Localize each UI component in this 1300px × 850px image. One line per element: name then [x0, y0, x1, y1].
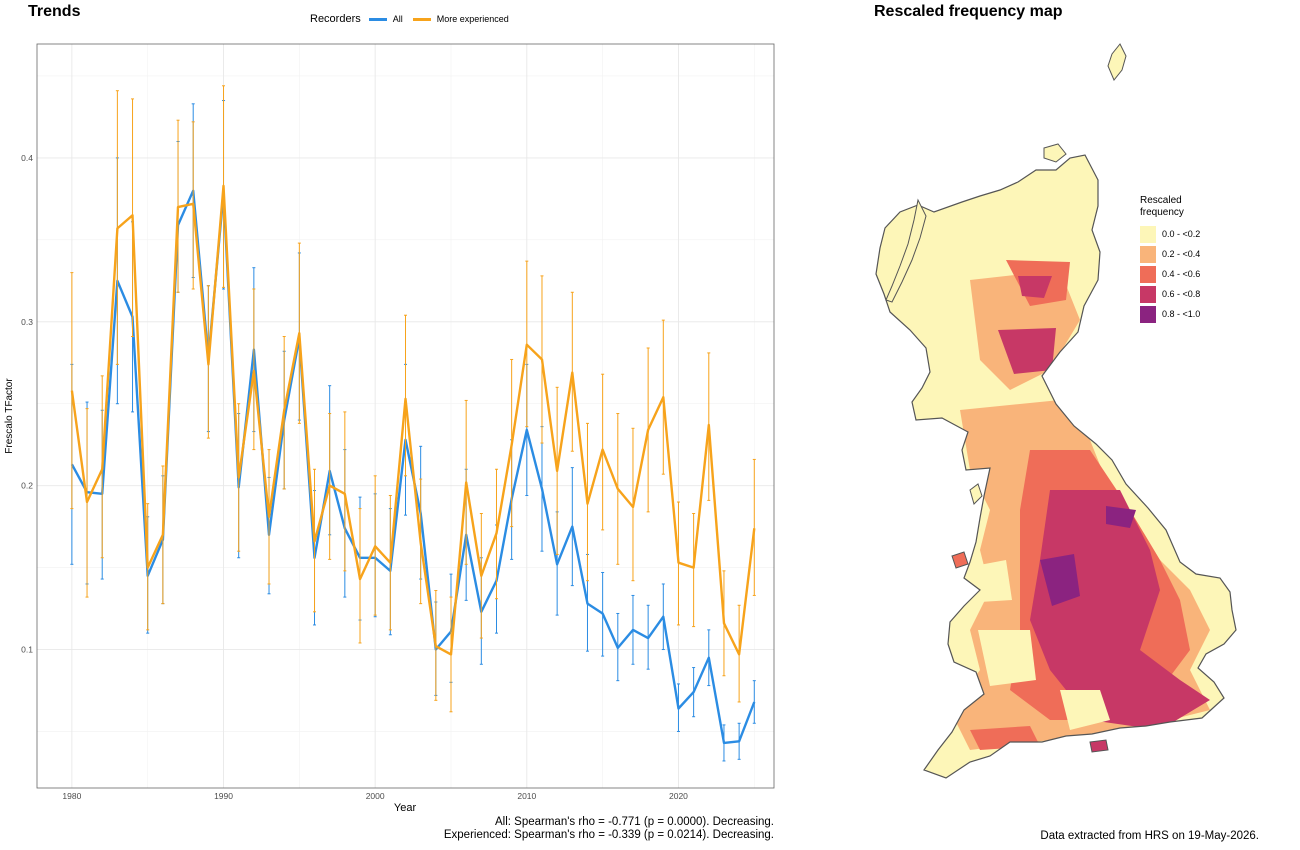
series-layer	[70, 85, 756, 762]
map-legend-row: 0.2 - <0.4	[1140, 244, 1200, 264]
map-legend-row: 0.4 - <0.6	[1140, 264, 1200, 284]
x-tick-label: 2020	[669, 791, 688, 801]
x-tick-label: 1990	[214, 791, 233, 801]
map-title: Rescaled frequency map	[874, 3, 1063, 20]
map-legend-label: 0.2 - <0.4	[1162, 249, 1201, 259]
error-bar-experienced	[692, 513, 696, 628]
spearman-stats: All: Spearman's rho = -0.771 (p = 0.0000…	[444, 816, 774, 842]
y-tick-label: 0.4	[21, 153, 33, 163]
map-legend-label: 0.6 - <0.8	[1162, 289, 1201, 299]
x-tick-label: 2000	[366, 791, 385, 801]
map-isle-of-wight	[1089, 739, 1109, 753]
legend-title: Recorders	[310, 13, 361, 25]
error-bar-experienced	[343, 411, 347, 572]
map-legend-swatch	[1140, 225, 1156, 243]
map-legend-row: 0.6 - <0.8	[1140, 284, 1200, 304]
map-legend-label: 0.8 - <1.0	[1162, 309, 1201, 319]
legend-label-experienced: More experienced	[436, 14, 509, 24]
series-experienced	[70, 85, 756, 713]
map-orkney	[1043, 143, 1067, 163]
y-tick-label: 0.1	[21, 645, 33, 655]
x-axis-title: Year	[394, 802, 417, 814]
error-bar-experienced	[752, 458, 756, 596]
error-bar-experienced	[70, 272, 74, 510]
map-legend-title: Rescaled frequency	[1140, 195, 1200, 219]
series-line-experienced	[70, 184, 756, 656]
map-legend-label: 0.4 - <0.6	[1162, 269, 1201, 279]
legend-item-experienced: More experienced	[412, 14, 509, 24]
x-tick-label: 1980	[62, 791, 81, 801]
map-legend-swatch	[1140, 285, 1156, 303]
series-legend: Recorders All More experienced	[310, 13, 519, 25]
data-source-note: Data extracted from HRS on 19-May-2026.	[1040, 830, 1259, 842]
map-shetland	[1107, 43, 1127, 81]
map-legend-title-line1: Rescaled	[1140, 195, 1182, 206]
error-bar-all	[752, 680, 756, 724]
map-legend-title-line2: frequency	[1140, 207, 1184, 218]
trends-title: Trends	[28, 3, 81, 20]
map-legend-swatch	[1140, 305, 1156, 323]
series-all	[70, 100, 756, 762]
stats-all: All: Spearman's rho = -0.771 (p = 0.0000…	[495, 816, 774, 828]
map-outer-hebrides	[885, 198, 927, 303]
legend-swatch-experienced	[412, 17, 431, 21]
error-bar-experienced	[252, 288, 256, 451]
map-legend-row: 0.0 - <0.2	[1140, 224, 1200, 244]
stats-experienced: Experienced: Spearman's rho = -0.339 (p …	[443, 829, 774, 841]
map-coastline	[875, 154, 1237, 779]
error-bar-experienced	[404, 314, 407, 477]
y-tick-label: 0.3	[21, 317, 33, 327]
legend-label-all: All	[392, 14, 403, 24]
y-tick-label: 0.2	[21, 481, 33, 491]
panel-border	[36, 43, 775, 789]
legend-swatch-all	[368, 17, 387, 21]
map-anglesey	[951, 551, 969, 569]
y-axis-title: Frescalo TFactor	[4, 378, 15, 454]
uk-frequency-map	[875, 43, 1237, 779]
map-legend-swatch	[1140, 265, 1156, 283]
trend-chart: 0.1 0.2 0.3 0.4 1980 1990 2000 2010 2020 Year Fr…	[4, 43, 775, 814]
map-legend-swatch	[1140, 245, 1156, 263]
map-legend: Rescaled frequency 0.0 - <0.2 0.2 - <0.4…	[1140, 195, 1200, 324]
map-legend-row: 0.8 - <1.0	[1140, 304, 1200, 324]
map-frequency-zones	[950, 260, 1210, 750]
x-tick-label: 2010	[517, 791, 536, 801]
map-isle-of-man	[969, 483, 983, 505]
map-legend-label: 0.0 - <0.2	[1162, 229, 1201, 239]
legend-item-all: All	[368, 14, 403, 24]
tick-layer: 0.1 0.2 0.3 0.4 1980 1990 2000 2010 2020	[21, 153, 688, 801]
